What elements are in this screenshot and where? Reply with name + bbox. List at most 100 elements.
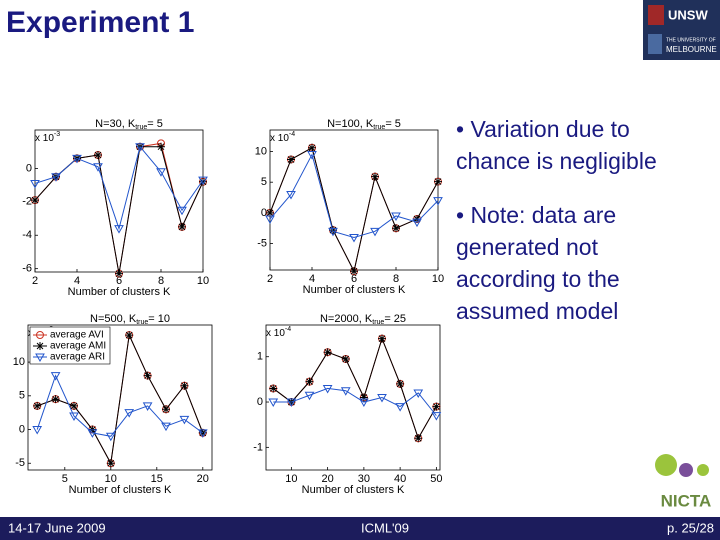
marker-star <box>198 428 207 437</box>
marker-triangle <box>268 398 279 408</box>
marker-star <box>162 405 170 414</box>
y-tick-label: 0 <box>26 162 32 174</box>
x-tick-label: 20 <box>322 473 334 485</box>
marker-triangle <box>370 227 380 237</box>
marker-triangle <box>197 429 208 438</box>
chart-title-main: N=2000, K <box>320 313 373 325</box>
marker-star <box>305 377 314 386</box>
y-tick-label: 1 <box>257 351 263 363</box>
marker-star <box>33 401 42 410</box>
marker-star <box>434 177 442 186</box>
marker-triangle <box>105 432 116 442</box>
x-tick-label: 10 <box>197 275 209 287</box>
series-line <box>34 145 204 231</box>
chart: N=30, Ktrue= 5 x 10-3 2 4 6 8 10 -6 -4 -2 0 Number … <box>22 118 209 298</box>
x-tick-label: 6 <box>116 275 122 287</box>
marker-triangle <box>340 387 351 396</box>
marker-star <box>143 371 152 380</box>
nicta-dot <box>679 463 693 477</box>
series-line <box>36 374 204 437</box>
chart-title-main: N=100, K <box>327 118 374 130</box>
marker-triangle <box>395 403 405 412</box>
marker-triangle <box>322 384 333 394</box>
chart-title-main: N=30, K <box>95 118 136 130</box>
axis-scale: x 10-4 <box>270 131 295 144</box>
marker-triangle <box>304 391 315 401</box>
marker-triangle <box>87 429 98 438</box>
chart-title-main: N=500, K <box>90 313 137 325</box>
marker-triangle <box>412 218 422 228</box>
melbourne-crest <box>648 34 662 54</box>
marker-star <box>269 384 278 393</box>
chart: N=500, Ktrue= 10x 10-35101520-50510Numbe… <box>13 313 213 496</box>
marker-star <box>70 401 78 410</box>
chart: N=2000, Ktrue= 25 x 10-4 10 20 30 40 50 -1 0 1 Num… <box>253 313 442 496</box>
y-tick-label: 0 <box>261 207 267 219</box>
series-line <box>272 337 437 440</box>
marker-triangle <box>433 197 443 206</box>
marker-triangle <box>286 398 297 408</box>
marker-star <box>350 267 358 276</box>
chart-title-end: = 5 <box>147 118 163 130</box>
marker-star <box>359 393 368 402</box>
marker-star <box>115 269 123 278</box>
y-tick-label: -6 <box>22 263 32 275</box>
axis-scale: x 10-3 <box>35 131 60 144</box>
marker-triangle <box>50 372 61 381</box>
x-tick-label: 8 <box>158 275 164 287</box>
chart-title-subscript: true <box>373 124 385 131</box>
marker-triangle <box>286 190 296 200</box>
legend-label: average AVI <box>50 330 104 341</box>
marker-star <box>371 172 379 181</box>
x-tick-label: 4 <box>309 273 315 285</box>
legend-label: average AMI <box>50 341 106 352</box>
marker-star <box>266 208 274 217</box>
marker-triangle <box>114 225 124 234</box>
x-tick-label: 6 <box>351 273 357 285</box>
marker-triangle <box>413 389 424 398</box>
x-tick-label: 40 <box>394 473 406 485</box>
y-tick-label: 0 <box>257 396 263 408</box>
marker-triangle <box>179 415 190 425</box>
marker-star <box>414 434 423 443</box>
marker-star <box>94 151 102 160</box>
marker-star <box>432 402 441 411</box>
y-tick-label: -4 <box>22 229 32 241</box>
nicta-dot <box>655 454 677 476</box>
marker-triangle <box>30 179 40 189</box>
bullet-list: • Variation due to chance is negligible … <box>456 113 691 349</box>
marker-star <box>199 177 207 186</box>
axis-scale-exponent: -4 <box>289 131 295 138</box>
y-tick-label: -1 <box>253 441 263 453</box>
marker-triangle <box>377 394 387 403</box>
marker-triangle <box>51 173 61 182</box>
melbourne-logo-line1: THE UNIVERSITY OF <box>666 37 716 43</box>
marker-triangle <box>124 409 135 418</box>
chart-title: N=2000, Ktrue= 25 <box>320 313 406 326</box>
marker-triangle <box>161 422 171 432</box>
x-axis-label: Number of clusters K <box>303 284 406 296</box>
chart-title-subscript: true <box>136 319 148 326</box>
footer-page: p. 25/28 <box>667 520 714 535</box>
y-tick-label: 5 <box>19 390 25 402</box>
chart-title: N=500, Ktrue= 10 <box>90 313 170 326</box>
marker-star <box>125 331 134 340</box>
y-tick-label: 10 <box>13 356 25 368</box>
x-tick-label: 10 <box>432 273 444 285</box>
x-tick-label: 10 <box>285 473 297 485</box>
nicta-logo: NICTA <box>661 491 712 510</box>
axis-scale-exponent: -4 <box>285 326 291 333</box>
x-tick-label: 2 <box>267 273 273 285</box>
footer-venue: ICML'09 <box>361 520 409 535</box>
marker-triangle <box>349 233 359 243</box>
x-tick-label: 4 <box>74 275 80 287</box>
axis-scale-base: x 10 <box>35 133 54 144</box>
series-line <box>269 153 439 238</box>
marker-triangle <box>431 412 442 421</box>
y-tick-label: -5 <box>257 238 267 250</box>
x-tick-label: 10 <box>105 473 117 485</box>
marker-triangle <box>156 168 166 177</box>
marker-star <box>157 142 165 151</box>
plot-frame <box>269 129 439 271</box>
